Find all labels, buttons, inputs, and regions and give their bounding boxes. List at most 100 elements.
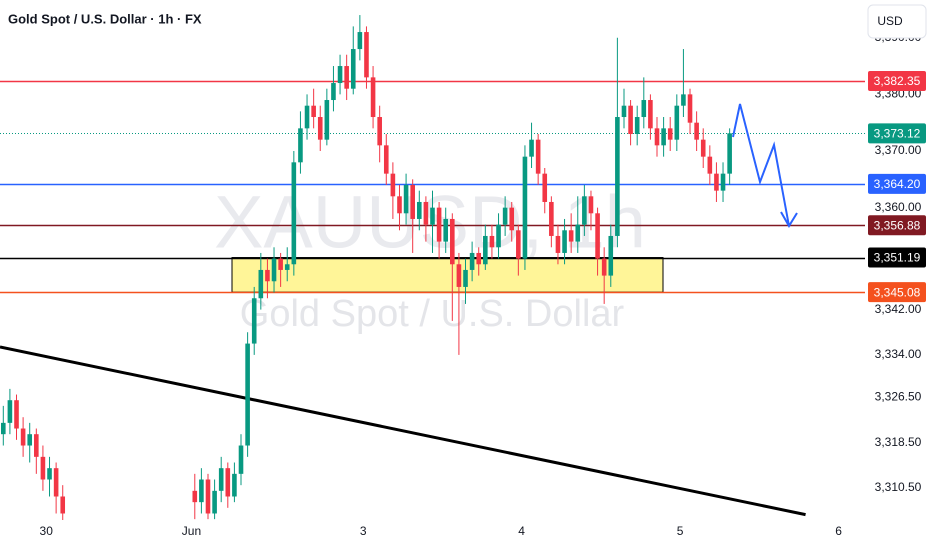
candle-body — [265, 269, 270, 282]
candle-body — [476, 252, 482, 265]
candle-body — [582, 196, 587, 225]
candle-body — [549, 201, 554, 236]
candle-body — [232, 473, 237, 497]
candle-body — [403, 184, 409, 214]
candle-body — [496, 224, 501, 248]
price-label: 3,382.35 — [874, 74, 921, 88]
candle-body — [700, 139, 706, 157]
price-label: 3,351.19 — [874, 251, 921, 265]
candle-body — [298, 128, 303, 163]
candle-body — [727, 133, 732, 174]
candle-body — [463, 269, 468, 287]
candle-body — [410, 184, 415, 219]
candle-body — [218, 468, 224, 491]
candle-body — [20, 428, 26, 446]
candle-body — [53, 468, 59, 497]
x-tick-label: 4 — [518, 524, 525, 538]
candle-body — [562, 230, 567, 253]
candle-body — [377, 117, 382, 146]
chart-title: Gold Spot / U.S. Dollar · 1h · FX — [8, 11, 202, 26]
candle-body — [245, 343, 250, 446]
candle-body — [357, 32, 363, 50]
x-tick-label: 6 — [835, 524, 842, 538]
candle-body — [291, 162, 297, 265]
candle-body — [516, 230, 521, 259]
y-tick-label: 3,318.50 — [875, 435, 922, 449]
candle-body — [27, 434, 33, 446]
candle-body — [469, 252, 475, 270]
y-tick-label: 3,342.00 — [875, 302, 922, 316]
candle-body — [430, 207, 435, 225]
y-tick-label: 3,310.50 — [875, 480, 922, 494]
candle-body — [707, 156, 713, 174]
candle-body — [278, 258, 283, 270]
candle-body — [284, 264, 290, 270]
candle-body — [364, 32, 369, 78]
watermark: XAUUSD, 1h Gold Spot / U.S. Dollar — [214, 181, 646, 335]
x-tick-label: Jun — [182, 524, 201, 538]
candle-body — [641, 100, 647, 118]
candle-body — [423, 201, 429, 225]
candle-body — [350, 49, 356, 89]
candle-body — [681, 94, 686, 106]
candle-body — [483, 235, 488, 265]
y-tick-label: 3,360.00 — [875, 200, 922, 214]
price-label-box — [868, 71, 926, 92]
candle-body — [535, 139, 541, 174]
candle-body — [674, 105, 680, 140]
price-label: 3,373.12 — [874, 126, 921, 140]
candle-body — [575, 224, 581, 242]
candle-body — [542, 173, 548, 202]
currency-button[interactable] — [867, 4, 927, 39]
candle-body — [667, 128, 673, 140]
arrow-head — [780, 211, 798, 228]
price-label-box — [868, 247, 926, 268]
candle-body — [555, 235, 561, 253]
candle-body — [251, 298, 257, 344]
candle-body — [331, 83, 336, 101]
candle-body — [694, 122, 699, 140]
candle-body — [720, 173, 726, 191]
candle-body — [337, 66, 343, 84]
candle-body — [7, 400, 13, 423]
price-label: 3,364.20 — [874, 177, 921, 191]
x-tick-label: 3 — [360, 524, 367, 538]
x-tick-label: 30 — [40, 524, 54, 538]
candle-body — [595, 213, 600, 259]
zone — [231, 257, 664, 293]
candle-body — [205, 479, 211, 514]
price-label-box — [868, 215, 926, 236]
candle-body — [489, 235, 495, 248]
candle-body — [40, 456, 46, 480]
watermark-name: Gold Spot / U.S. Dollar — [240, 293, 625, 335]
x-tick-label: 5 — [677, 524, 684, 538]
price-label: 3,345.08 — [874, 285, 921, 299]
candle-body — [397, 196, 402, 214]
price-label-box — [868, 282, 926, 303]
candle-body — [601, 258, 607, 276]
y-tick-label: 3,326.50 — [875, 390, 922, 404]
candle-body — [648, 100, 653, 129]
candle-body — [370, 77, 376, 118]
candle-body — [628, 105, 633, 135]
candle-body — [529, 139, 534, 157]
candle-body — [522, 156, 528, 259]
candle-body — [615, 117, 620, 236]
plot-area: XAUUSD, 1h Gold Spot / U.S. Dollar — [0, 15, 865, 520]
candle-body — [588, 196, 594, 214]
candle-body — [271, 258, 277, 282]
price-label-box — [868, 123, 926, 144]
y-tick-label: 3,334.00 — [875, 347, 922, 361]
candle-body — [634, 117, 640, 135]
currency-label: USD — [877, 14, 903, 28]
candle-body — [258, 269, 264, 299]
candle-body — [238, 445, 244, 474]
candle-body — [311, 105, 316, 118]
projection-arrow — [732, 103, 790, 227]
candle-body — [621, 105, 627, 118]
price-label: 3,356.88 — [874, 218, 921, 232]
candle-body — [509, 207, 515, 231]
candle-body — [1, 422, 6, 435]
candle-body — [450, 218, 455, 265]
